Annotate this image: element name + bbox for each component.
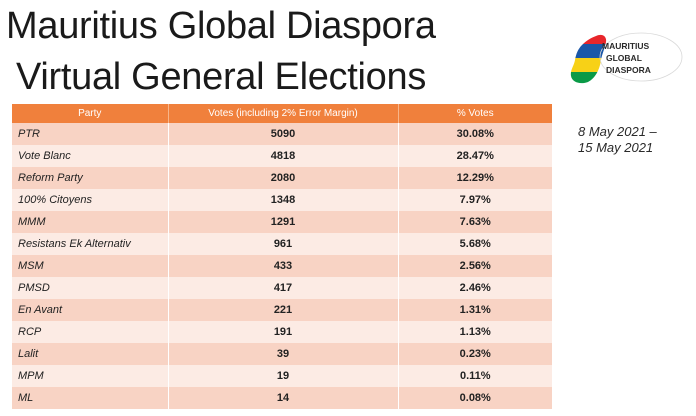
votes-cell: 14 (168, 387, 399, 409)
header-percent: % Votes (398, 104, 552, 123)
flag-stripe (570, 58, 607, 72)
table-row: En Avant 221 1.31% (12, 299, 552, 321)
votes-cell: 19 (168, 365, 399, 387)
votes-cell: 191 (168, 321, 399, 343)
percent-cell: 5.68% (398, 233, 552, 255)
party-cell: Reform Party (12, 167, 169, 189)
results-table: Party Votes (including 2% Error Margin) … (12, 104, 552, 409)
percent-cell: 7.97% (398, 189, 552, 211)
page-title-line-2: Virtual General Elections (16, 56, 427, 98)
header-votes: Votes (including 2% Error Margin) (168, 104, 399, 123)
table-row: Resistans Ek Alternativ 961 5.68% (12, 233, 552, 255)
party-cell: En Avant (12, 299, 169, 321)
party-cell: Vote Blanc (12, 145, 169, 167)
table-row: MMM 1291 7.63% (12, 211, 552, 233)
votes-cell: 2080 (168, 167, 399, 189)
percent-cell: 1.31% (398, 299, 552, 321)
votes-cell: 4818 (168, 145, 399, 167)
party-cell: Resistans Ek Alternativ (12, 233, 169, 255)
logo-text-line-2: GLOBAL (606, 53, 642, 63)
date-end: 15 May 2021 (578, 140, 654, 155)
flag-stripe (570, 72, 607, 84)
table-header-row: Party Votes (including 2% Error Margin) … (12, 104, 552, 123)
party-cell: MPM (12, 365, 169, 387)
party-cell: PTR (12, 123, 169, 145)
logo-text-line-1: MAURITIUS (602, 41, 650, 51)
percent-cell: 28.47% (398, 145, 552, 167)
logo-text-line-3: DIASPORA (606, 65, 651, 75)
table-row: MPM 19 0.11% (12, 365, 552, 387)
percent-cell: 30.08% (398, 123, 552, 145)
party-cell: MMM (12, 211, 169, 233)
votes-cell: 39 (168, 343, 399, 365)
percent-cell: 7.63% (398, 211, 552, 233)
percent-cell: 0.23% (398, 343, 552, 365)
party-cell: MSM (12, 255, 169, 277)
party-cell: PMSD (12, 277, 169, 299)
table-row: RCP 191 1.13% (12, 321, 552, 343)
votes-cell: 1348 (168, 189, 399, 211)
header-party: Party (12, 104, 169, 123)
election-dates: 8 May 2021 – 15 May 2021 (578, 124, 657, 156)
votes-cell: 417 (168, 277, 399, 299)
date-start: 8 May 2021 – (578, 124, 657, 139)
table-row: MSM 433 2.56% (12, 255, 552, 277)
party-cell: ML (12, 387, 169, 409)
votes-cell: 961 (168, 233, 399, 255)
table-row: Vote Blanc 4818 28.47% (12, 145, 552, 167)
table-row: Lalit 39 0.23% (12, 343, 552, 365)
percent-cell: 2.46% (398, 277, 552, 299)
table-row: Reform Party 2080 12.29% (12, 167, 552, 189)
votes-cell: 1291 (168, 211, 399, 233)
votes-cell: 5090 (168, 123, 399, 145)
party-cell: RCP (12, 321, 169, 343)
party-cell: Lalit (12, 343, 169, 365)
table-row: 100% Citoyens 1348 7.97% (12, 189, 552, 211)
percent-cell: 12.29% (398, 167, 552, 189)
votes-cell: 433 (168, 255, 399, 277)
votes-cell: 221 (168, 299, 399, 321)
table-row: ML 14 0.08% (12, 387, 552, 409)
mauritius-map-icon (570, 32, 683, 84)
page-title-line-1: Mauritius Global Diaspora (6, 5, 436, 47)
table-row: PMSD 417 2.46% (12, 277, 552, 299)
percent-cell: 2.56% (398, 255, 552, 277)
percent-cell: 1.13% (398, 321, 552, 343)
mauritius-global-diaspora-logo: MAURITIUS GLOBAL DIASPORA (566, 30, 684, 90)
percent-cell: 0.08% (398, 387, 552, 409)
party-cell: 100% Citoyens (12, 189, 169, 211)
table-row: PTR 5090 30.08% (12, 123, 552, 145)
percent-cell: 0.11% (398, 365, 552, 387)
